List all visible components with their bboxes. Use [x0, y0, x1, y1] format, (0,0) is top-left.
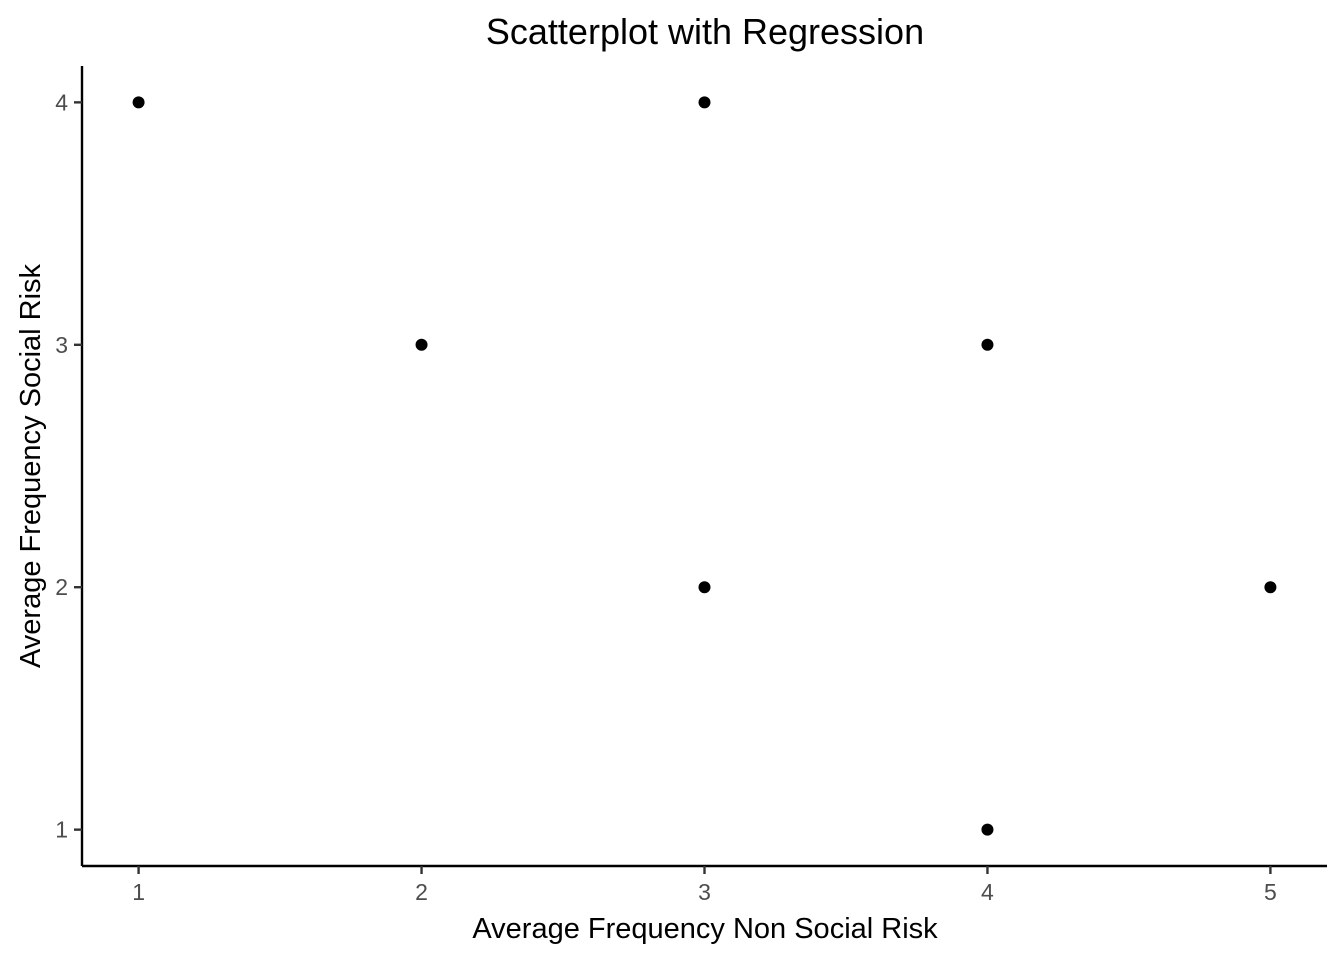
x-tick-label: 5	[1264, 879, 1277, 905]
y-tick-label: 4	[55, 89, 68, 115]
y-tick-label: 2	[55, 574, 68, 600]
plot-area: 1 2 3 4 5 1 2 3 4	[55, 66, 1327, 905]
y-tick-label: 3	[55, 332, 68, 358]
x-tick-label: 1	[132, 879, 145, 905]
x-tick-label: 2	[415, 879, 428, 905]
y-axis-title: Average Frequency Social Risk	[15, 263, 47, 668]
scatter-point	[981, 823, 994, 836]
y-tick-label: 1	[55, 817, 68, 843]
x-tick-label: 4	[981, 879, 994, 905]
y-axis-ticks: 1 2 3 4	[55, 89, 82, 843]
x-axis-ticks: 1 2 3 4 5	[132, 866, 1277, 905]
x-axis-title: Average Frequency Non Social Risk	[472, 913, 938, 945]
scatter-point	[698, 581, 711, 594]
scatter-point	[1264, 581, 1277, 594]
scatter-point	[698, 96, 711, 109]
scatter-point	[415, 338, 428, 351]
scatter-point	[981, 338, 994, 351]
points-layer	[132, 96, 1277, 836]
chart-title: Scatterplot with Regression	[486, 11, 924, 52]
x-tick-label: 3	[698, 879, 711, 905]
scatter-point	[132, 96, 145, 109]
